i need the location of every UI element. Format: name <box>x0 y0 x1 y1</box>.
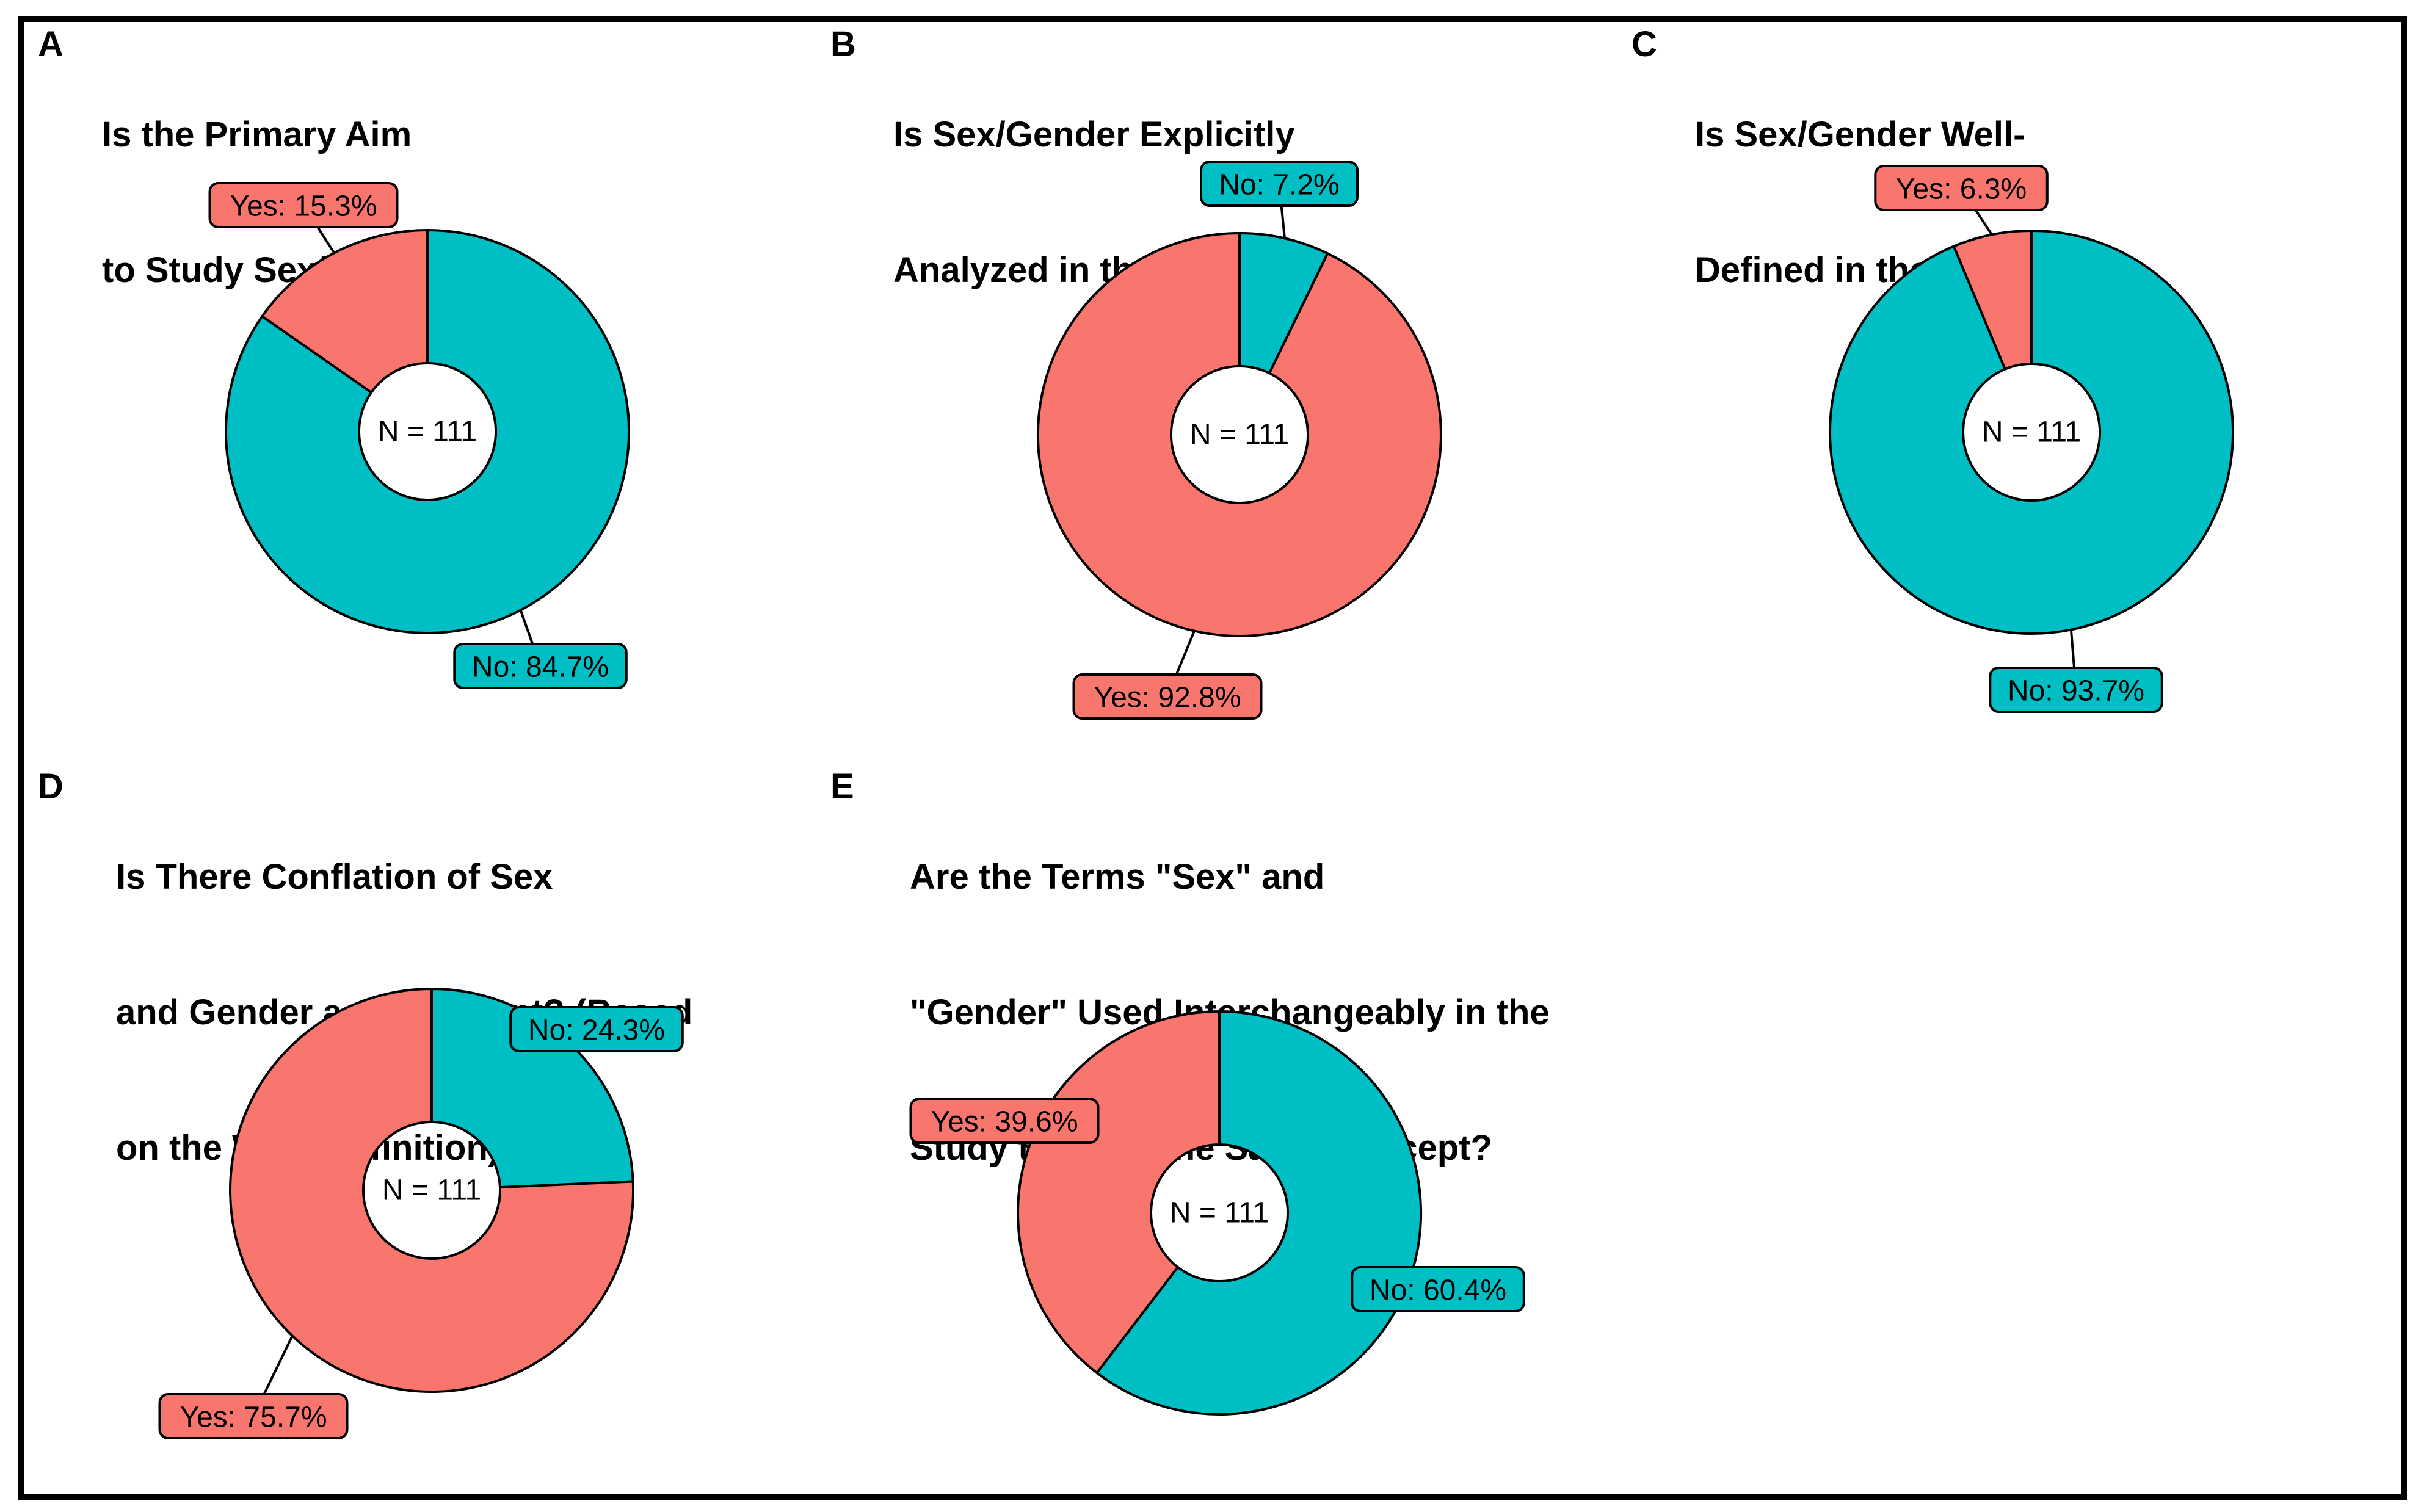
panel-letter-e: E <box>830 767 854 806</box>
pie-slice-d-no <box>430 988 634 1189</box>
callout-label-e-no: No: 60.4% <box>1370 1275 1506 1307</box>
panel-title-a-line1: Is the Primary Aim <box>102 115 412 154</box>
callout-box-e-no <box>1351 1266 1525 1312</box>
callout-label-a-yes: Yes: 15.3% <box>230 190 377 223</box>
center-label-b: N = 111 <box>1190 419 1289 451</box>
callout-label-a-no: No: 84.7% <box>472 651 609 684</box>
donut-chart-c: N = 111 No: 93.7% Yes: 6.3% <box>1829 165 2234 713</box>
callout-box-a-no <box>453 643 628 689</box>
panel-letter-b: B <box>830 24 856 64</box>
callout-label-d-no: No: 24.3% <box>528 1015 665 1047</box>
panel-letter-a: A <box>38 24 64 64</box>
pie-slice-d-yes <box>229 988 635 1393</box>
center-label-d: N = 111 <box>382 1174 481 1207</box>
callout-box-e-yes <box>909 1098 1100 1144</box>
panel-title-e-line1: Are the Terms "Sex" and <box>910 857 1325 897</box>
callout-box-d-yes <box>158 1393 349 1439</box>
panel-letter-d: D <box>38 767 64 806</box>
callout-label-c-yes: Yes: 6.3% <box>1896 173 2027 206</box>
callout-box-b-no <box>1200 161 1359 207</box>
donut-chart-d: N = 111 No: 24.3% Yes: 75.7% <box>158 988 684 1439</box>
callout-label-e-yes: Yes: 39.6% <box>931 1106 1078 1138</box>
pie-slice-c-no <box>1829 230 2234 635</box>
pie-slice-b-yes <box>1037 232 1442 637</box>
pie-slice-a-no <box>225 229 630 634</box>
panel-letter-c: C <box>1632 24 1657 64</box>
callout-box-b-yes <box>1072 673 1263 720</box>
callout-box-a-yes <box>208 182 399 228</box>
callout-label-b-no: No: 7.2% <box>1219 169 1339 201</box>
center-label-c: N = 111 <box>1982 416 2081 449</box>
callout-label-c-no: No: 93.7% <box>2008 675 2144 707</box>
center-label-a: N = 111 <box>378 416 477 448</box>
panel-title-c-line1: Is Sex/Gender Well- <box>1695 115 2025 154</box>
panel-title-d-line1: Is There Conflation of Sex <box>116 857 553 897</box>
callout-box-c-yes <box>1874 165 2049 211</box>
donut-chart-b: N = 111 No: 7.2% Yes: 92.8% <box>1037 161 1442 720</box>
pie-slice-e-no <box>1095 1010 1422 1416</box>
callout-box-d-no <box>509 1006 684 1052</box>
donut-chart-e: N = 111 No: 60.4% Yes: 39.6% <box>909 1010 1525 1416</box>
callout-label-b-yes: Yes: 92.8% <box>1094 682 1241 714</box>
pie-slice-a-yes <box>261 229 429 394</box>
panel-title-b-line1: Is Sex/Gender Explicitly <box>893 115 1295 154</box>
center-label-e: N = 111 <box>1170 1197 1269 1229</box>
callout-box-c-no <box>1989 667 2163 713</box>
donut-chart-a: N = 111 No: 84.7% Yes: 15.3% <box>208 182 630 689</box>
callout-label-d-yes: Yes: 75.7% <box>180 1402 327 1434</box>
pie-slice-c-yes <box>1952 230 2033 371</box>
